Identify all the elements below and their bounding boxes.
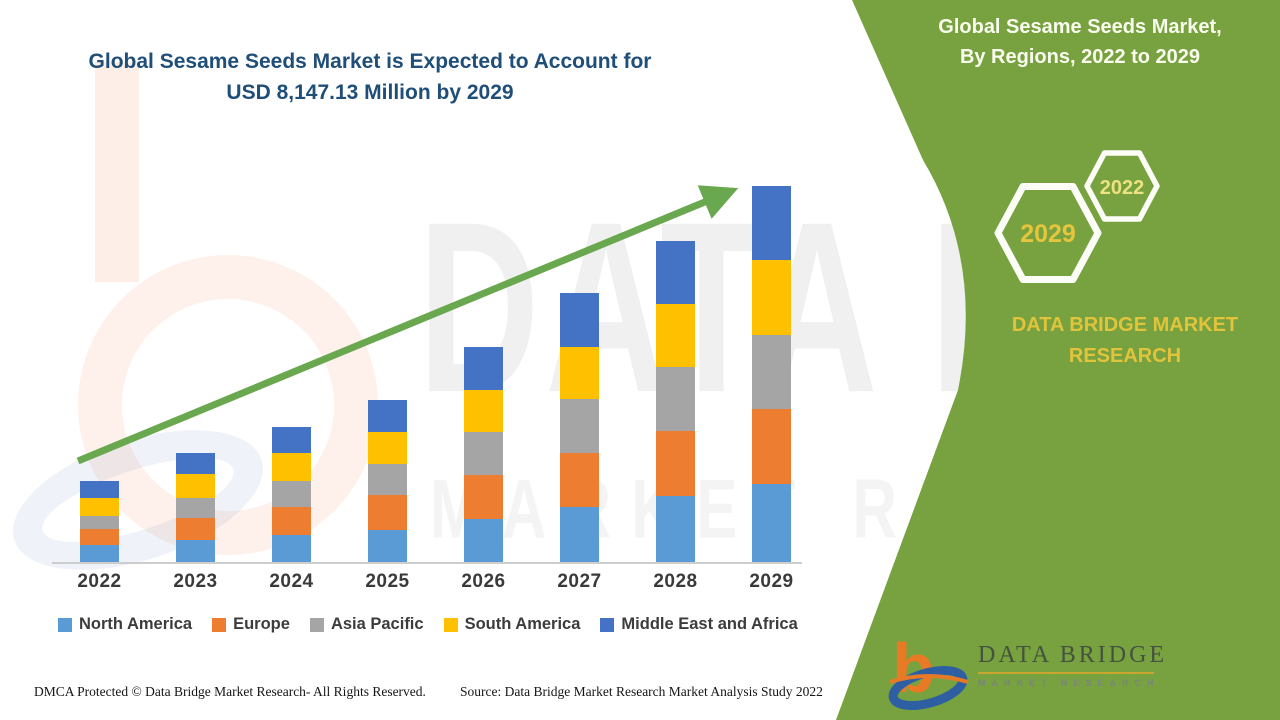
- legend-label: South America: [464, 615, 581, 633]
- bar-segment-2029-asia-pacific: [752, 334, 791, 409]
- legend-label: Asia Pacific: [330, 615, 424, 633]
- bar-segment-2029-middle-east-and-africa: [752, 186, 791, 260]
- x-axis-label-2029: 2029: [749, 571, 794, 592]
- bar-segment-2022-south-america: [80, 497, 119, 516]
- bar-segment-2026-south-america: [464, 389, 503, 432]
- bar-segment-2026-north-america: [464, 518, 503, 562]
- bar-segment-2023-middle-east-and-africa: [176, 452, 215, 474]
- legend-item-south-america: South America: [443, 615, 581, 634]
- legend-marker: [58, 617, 72, 632]
- bar-segment-2024-asia-pacific: [272, 481, 311, 507]
- bar-segment-2023-europe: [176, 517, 215, 540]
- bar-segment-2027-south-america: [560, 346, 599, 399]
- bar-segment-2029-europe: [752, 409, 791, 484]
- bar-segment-2028-south-america: [656, 303, 695, 367]
- x-axis-label-2025: 2025: [365, 571, 410, 592]
- legend-item-europe: Europe: [212, 615, 290, 634]
- legend-label: Middle East and Africa: [621, 615, 798, 633]
- bar-segment-2023-asia-pacific: [176, 497, 215, 518]
- bar-segment-2028-middle-east-and-africa: [656, 240, 695, 304]
- bar-segment-2025-south-america: [368, 432, 407, 464]
- bar-segment-2028-north-america: [656, 496, 695, 562]
- bar-segment-2024-north-america: [272, 535, 311, 562]
- legend-marker: [309, 617, 324, 632]
- x-axis-label-2023: 2023: [173, 571, 218, 592]
- bar-segment-2029-north-america: [752, 484, 791, 562]
- dmca-notice: DMCA Protected © Data Bridge Market Rese…: [34, 684, 426, 699]
- bar-segment-2027-north-america: [560, 506, 599, 562]
- x-axis-label-2027: 2027: [557, 571, 602, 592]
- bar-segment-2026-middle-east-and-africa: [464, 346, 503, 390]
- bar-segment-2026-europe: [464, 475, 503, 519]
- bar-segment-2022-north-america: [80, 545, 119, 562]
- bar-segment-2028-europe: [656, 430, 695, 496]
- bar-segment-2027-asia-pacific: [560, 398, 599, 453]
- bar-segment-2027-middle-east-and-africa: [560, 292, 599, 347]
- legend-label: Europe: [233, 615, 290, 633]
- bar-segment-2027-europe: [560, 452, 599, 507]
- page-title-line1: Global Sesame Seeds Market is Expected t…: [88, 50, 652, 73]
- page-title-line2: USD 8,147.13 Million by 2029: [226, 81, 514, 104]
- bar-segment-2025-asia-pacific: [368, 464, 407, 496]
- bar-segment-2024-south-america: [272, 452, 311, 481]
- page-title: Global Sesame Seeds Market is Expected t…: [40, 46, 700, 108]
- legend-item-middle-east-and-africa: Middle East and Africa: [600, 615, 798, 634]
- bar-segment-2025-middle-east-and-africa: [368, 400, 407, 433]
- bar-segment-2022-asia-pacific: [80, 515, 119, 529]
- bar-segment-2023-south-america: [176, 473, 215, 498]
- bar-segment-2026-asia-pacific: [464, 431, 503, 475]
- x-axis-label-2022: 2022: [77, 571, 122, 592]
- bar-segment-2029-south-america: [752, 259, 791, 335]
- chart-legend: North America Europe Asia Pacific South Ame…: [58, 615, 798, 634]
- bar-segment-2022-europe: [80, 529, 119, 545]
- bar-segment-2025-europe: [368, 495, 407, 530]
- legend-marker: [443, 617, 458, 632]
- bar-segment-2024-europe: [272, 506, 311, 535]
- bar-segment-2024-middle-east-and-africa: [272, 427, 311, 453]
- source-note: Source: Data Bridge Market Research Mark…: [460, 684, 823, 699]
- legend-marker: [212, 617, 227, 632]
- legend-label: North America: [79, 615, 193, 633]
- bar-segment-2023-north-america: [176, 539, 215, 562]
- bar-segment-2025-north-america: [368, 530, 407, 562]
- x-axis-label-2026: 2026: [461, 571, 506, 592]
- bar-segment-2028-asia-pacific: [656, 366, 695, 431]
- legend-marker: [600, 617, 615, 632]
- x-axis-line: [52, 562, 802, 564]
- x-axis-label-2024: 2024: [269, 571, 314, 592]
- legend-item-north-america: North America: [58, 615, 192, 634]
- bar-segment-2022-middle-east-and-africa: [80, 481, 119, 498]
- x-axis-label-2028: 2028: [653, 571, 698, 592]
- legend-item-asia-pacific: Asia Pacific: [309, 615, 424, 634]
